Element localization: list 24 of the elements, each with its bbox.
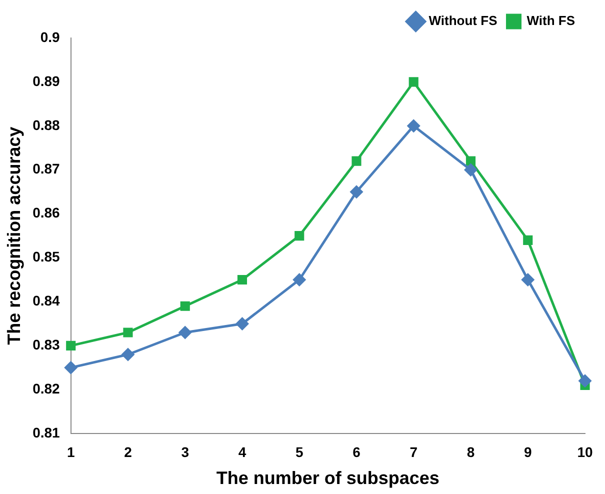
- x-tick-label: 2: [124, 444, 132, 460]
- y-axis-title: The recognition accuracy: [4, 126, 24, 345]
- y-tick-label: 0.9: [40, 28, 60, 45]
- y-tick-label: 0.88: [32, 116, 60, 133]
- x-tick-label: 5: [295, 444, 304, 460]
- x-tick-label: 6: [352, 444, 361, 460]
- legend-label: With FS: [526, 13, 576, 28]
- x-tick-label: 1: [66, 444, 75, 460]
- x-tick-label: 4: [238, 444, 246, 460]
- y-tick-label: 0.87: [32, 160, 60, 177]
- x-tick-label: 7: [410, 444, 418, 460]
- y-tick-label: 0.85: [32, 248, 60, 265]
- y-tick-label: 0.86: [32, 204, 60, 221]
- x-tick-label: 3: [181, 444, 190, 460]
- x-tick-label: 9: [524, 444, 532, 460]
- y-tick-label: 0.84: [32, 292, 60, 309]
- y-tick-label: 0.89: [32, 72, 60, 89]
- x-tick-label: 10: [577, 444, 593, 460]
- y-tick-label: 0.83: [32, 336, 60, 353]
- x-tick-label: 8: [466, 444, 475, 460]
- y-tick-label: 0.82: [32, 380, 60, 397]
- x-axis-title: The number of subspaces: [216, 468, 440, 488]
- legend-label: Without FS: [428, 13, 498, 28]
- y-tick-label: 0.81: [32, 424, 60, 440]
